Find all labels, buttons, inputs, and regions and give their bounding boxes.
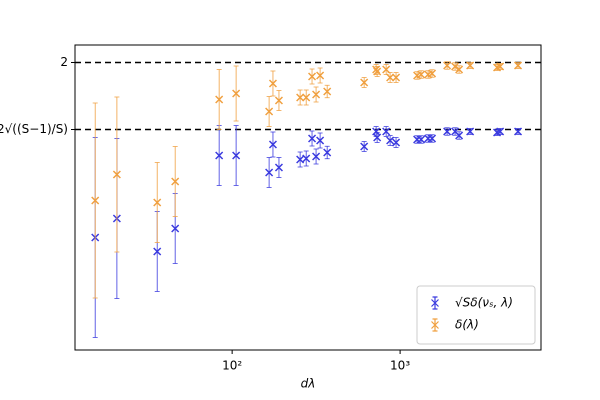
legend-box <box>416 285 536 345</box>
marker <box>323 87 332 96</box>
marker <box>91 196 100 205</box>
marker <box>215 95 224 104</box>
marker <box>312 152 321 161</box>
marker <box>171 224 180 233</box>
marker <box>373 133 382 142</box>
marker <box>392 73 401 82</box>
marker <box>274 96 283 105</box>
marker <box>268 140 277 149</box>
marker <box>360 142 369 151</box>
marker <box>360 78 369 87</box>
marker <box>466 61 475 70</box>
x-axis-label: dλ <box>301 377 316 391</box>
marker <box>232 151 241 160</box>
marker <box>215 151 224 160</box>
legend-marker <box>431 318 439 332</box>
marker <box>274 163 283 172</box>
marker <box>466 127 475 136</box>
marker <box>428 69 437 78</box>
marker <box>112 170 121 179</box>
marker <box>302 154 311 163</box>
marker <box>496 127 505 136</box>
marker <box>513 61 523 70</box>
y-tick-label: 2√((S−1)/S) <box>0 122 68 136</box>
marker <box>308 134 317 143</box>
marker <box>372 127 381 136</box>
marker <box>417 70 426 79</box>
marker <box>308 72 317 81</box>
plot-frame <box>74 44 542 351</box>
marker <box>428 134 437 143</box>
marker <box>513 127 523 136</box>
marker <box>496 62 505 71</box>
marker <box>386 73 395 82</box>
marker <box>382 65 391 74</box>
marker <box>265 168 274 177</box>
y-tick-label: 2 <box>60 55 68 69</box>
marker <box>171 177 180 186</box>
marker <box>312 90 321 99</box>
legend-marker <box>431 296 439 310</box>
marker <box>265 107 274 116</box>
legend-label: √Sδ(νₛ, λ) <box>455 296 513 310</box>
marker <box>153 247 162 256</box>
marker <box>455 65 464 74</box>
marker <box>417 135 426 144</box>
marker <box>302 93 311 102</box>
marker <box>443 61 452 70</box>
marker <box>268 79 277 88</box>
marker <box>316 136 325 145</box>
marker <box>323 148 332 157</box>
marker <box>443 127 452 136</box>
x-tick-label: 10³ <box>390 359 410 373</box>
marker <box>455 131 464 140</box>
marker <box>392 138 401 147</box>
marker <box>386 136 395 145</box>
marker <box>153 198 162 207</box>
marker <box>296 155 305 164</box>
marker <box>316 71 325 80</box>
marker <box>373 67 382 76</box>
x-tick-label: 10² <box>222 359 242 373</box>
marker <box>232 89 241 98</box>
marker <box>296 93 305 102</box>
marker <box>382 127 391 136</box>
legend-label: δ(λ) <box>455 318 479 332</box>
